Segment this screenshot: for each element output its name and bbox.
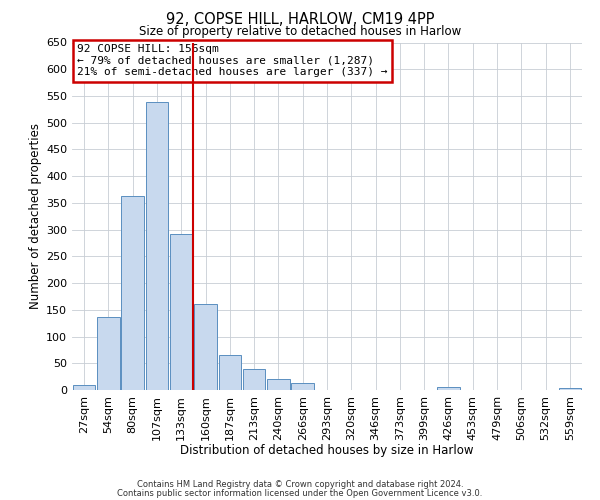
Text: 92, COPSE HILL, HARLOW, CM19 4PP: 92, COPSE HILL, HARLOW, CM19 4PP [166, 12, 434, 28]
Bar [73, 384, 95, 390]
Text: 92 COPSE HILL: 156sqm
← 79% of detached houses are smaller (1,287)
21% of semi-d: 92 COPSE HILL: 156sqm ← 79% of detached … [77, 44, 388, 78]
Bar [437, 388, 460, 390]
Bar [218, 354, 241, 390]
Bar [292, 383, 314, 390]
Bar [146, 102, 168, 390]
Bar [170, 234, 193, 390]
Bar [121, 196, 144, 390]
Bar [97, 318, 120, 390]
Bar [267, 379, 290, 390]
Text: Contains public sector information licensed under the Open Government Licence v3: Contains public sector information licen… [118, 488, 482, 498]
Text: Contains HM Land Registry data © Crown copyright and database right 2024.: Contains HM Land Registry data © Crown c… [137, 480, 463, 489]
Bar [559, 388, 581, 390]
Text: Size of property relative to detached houses in Harlow: Size of property relative to detached ho… [139, 25, 461, 38]
Bar [243, 368, 265, 390]
Y-axis label: Number of detached properties: Number of detached properties [29, 123, 42, 309]
X-axis label: Distribution of detached houses by size in Harlow: Distribution of detached houses by size … [180, 444, 474, 457]
Bar [194, 304, 217, 390]
